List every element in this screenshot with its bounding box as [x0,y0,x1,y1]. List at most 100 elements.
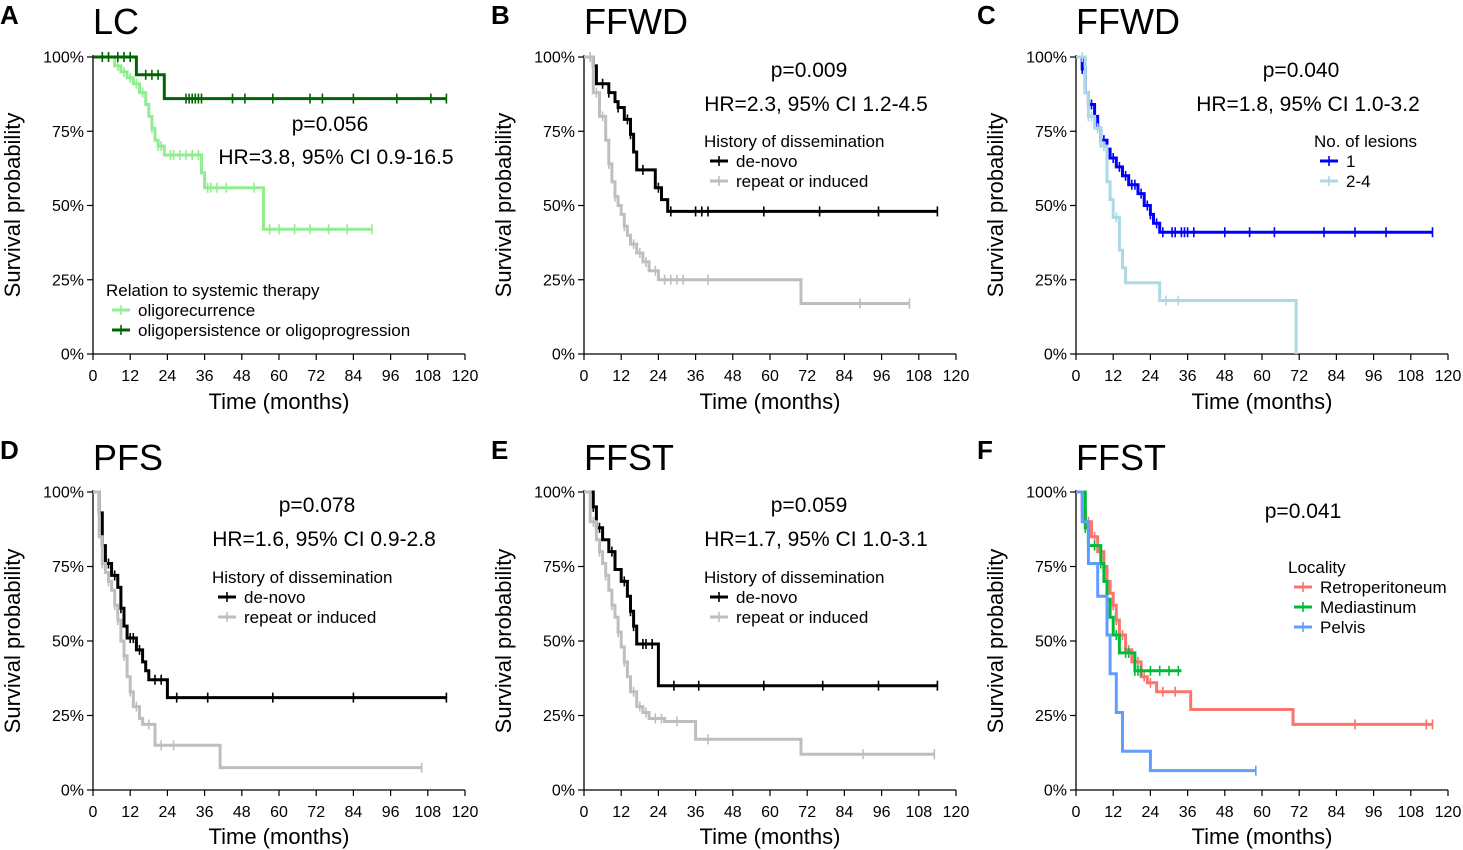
p-value-label: p=0.078 [279,494,356,517]
x-tick-label: 48 [1216,368,1234,385]
y-tick-label: 100% [1026,485,1067,502]
x-tick-label: 24 [650,804,668,821]
x-tick-label: 0 [89,804,98,821]
y-tick-label: 50% [1035,198,1067,215]
km-curve [1076,490,1182,673]
x-tick-label: 120 [943,804,970,821]
x-axis-title: Time (months) [1192,824,1333,849]
panel-title: FFST [584,437,674,478]
legend-entry-label: repeat or induced [244,608,376,627]
legend-entry-label: oligorecurrence [138,301,255,320]
p-value-label: p=0.059 [771,494,848,517]
x-tick-label: 120 [452,368,479,385]
legend-title: Locality [1288,558,1346,577]
series-2-4 [1076,52,1298,354]
y-tick-label: 100% [43,50,84,67]
x-tick-label: 12 [1104,368,1122,385]
panel-title: FFST [1076,437,1166,478]
x-tick-label: 36 [196,368,214,385]
y-tick-label: 100% [534,50,575,67]
y-tick-label: 50% [543,198,575,215]
series-oligopersistence-or-oligoprogression [93,52,448,104]
y-tick-label: 75% [543,559,575,576]
panel-letter: F [977,435,993,465]
p-value-label: p=0.040 [1263,59,1340,82]
series-oligorecurrence [93,52,373,235]
km-curve [93,490,447,700]
series-repeat-or-induced [584,52,911,309]
x-axis-title: Time (months) [700,389,841,414]
panel-title: LC [93,1,139,42]
x-tick-label: 96 [1365,368,1383,385]
x-tick-label: 36 [196,804,214,821]
legend-entry-label: de-novo [244,588,305,607]
x-tick-label: 96 [873,804,891,821]
x-tick-label: 72 [307,804,325,821]
y-tick-label: 50% [1035,634,1067,651]
x-tick-label: 36 [687,804,705,821]
y-tick-label: 75% [52,124,84,141]
panel-d: D PFS 0% 25% 50% 75% 100% 0 12 24 36 48 60 72 84 96 108 1… [0,435,478,849]
y-tick-label: 100% [43,485,84,502]
x-tick-label: 24 [650,368,668,385]
x-tick-label: 36 [1179,368,1197,385]
x-tick-label: 48 [233,368,251,385]
legend-entry-label: repeat or induced [736,608,868,627]
x-tick-label: 120 [452,804,479,821]
x-tick-label: 12 [612,804,630,821]
x-tick-label: 0 [1072,368,1081,385]
legend-entry-label: 2-4 [1346,172,1371,191]
x-tick-label: 96 [873,368,891,385]
km-curve [93,55,447,101]
x-tick-label: 36 [1179,804,1197,821]
panel-letter: C [977,0,996,30]
y-tick-label: 75% [543,124,575,141]
x-tick-label: 60 [1253,368,1271,385]
x-tick-label: 96 [382,804,400,821]
x-tick-label: 24 [159,804,177,821]
legend-title: History of dissemination [212,568,392,587]
x-tick-label: 84 [345,368,363,385]
hazard-ratio-label: HR=2.3, 95% CI 1.2-4.5 [704,93,928,116]
x-tick-label: 12 [121,368,139,385]
y-tick-label: 25% [543,272,575,289]
panel-a: A LC 0% 25% 50% 75% 100% 0 12 24 36 48 60 72 84 96 108 12… [0,0,478,414]
legend-title: No. of lesions [1314,132,1417,151]
x-tick-label: 48 [1216,804,1234,821]
y-tick-label: 0% [552,347,575,364]
y-tick-label: 75% [1035,559,1067,576]
panel-f: F FFST 0% 25% 50% 75% 100% 0 12 24 36 48 60 72 84 96 108… [977,435,1461,849]
x-tick-label: 108 [414,368,441,385]
y-axis-title: Survival probability [0,549,25,734]
y-tick-label: 50% [52,634,84,651]
panel-title: FFWD [584,1,688,42]
panel-letter: B [491,0,510,30]
x-tick-label: 12 [121,804,139,821]
x-tick-label: 120 [1435,804,1462,821]
x-axis-title: Time (months) [1192,389,1333,414]
x-tick-label: 84 [1328,804,1346,821]
y-tick-label: 0% [1044,347,1067,364]
y-tick-label: 25% [543,708,575,725]
x-tick-label: 12 [1104,804,1122,821]
panel-c: C FFWD 0% 25% 50% 75% 100% 0 12 24 36 48 60 72 84 96 108… [977,0,1461,414]
series-de-novo [93,490,448,703]
x-tick-label: 12 [612,368,630,385]
x-tick-label: 24 [1142,804,1160,821]
km-curve [93,490,422,770]
y-tick-label: 25% [52,708,84,725]
x-tick-label: 120 [943,368,970,385]
legend-entry-label: oligopersistence or oligoprogression [138,321,410,340]
km-curve [1076,490,1256,773]
y-tick-label: 25% [1035,708,1067,725]
y-axis-title: Survival probability [491,113,516,298]
y-axis-title: Survival probability [0,113,25,298]
x-tick-label: 60 [270,804,288,821]
x-tick-label: 24 [159,368,177,385]
x-tick-label: 72 [1290,804,1308,821]
hazard-ratio-label: HR=1.8, 95% CI 1.0-3.2 [1196,93,1420,116]
p-value-label: p=0.056 [292,113,369,136]
